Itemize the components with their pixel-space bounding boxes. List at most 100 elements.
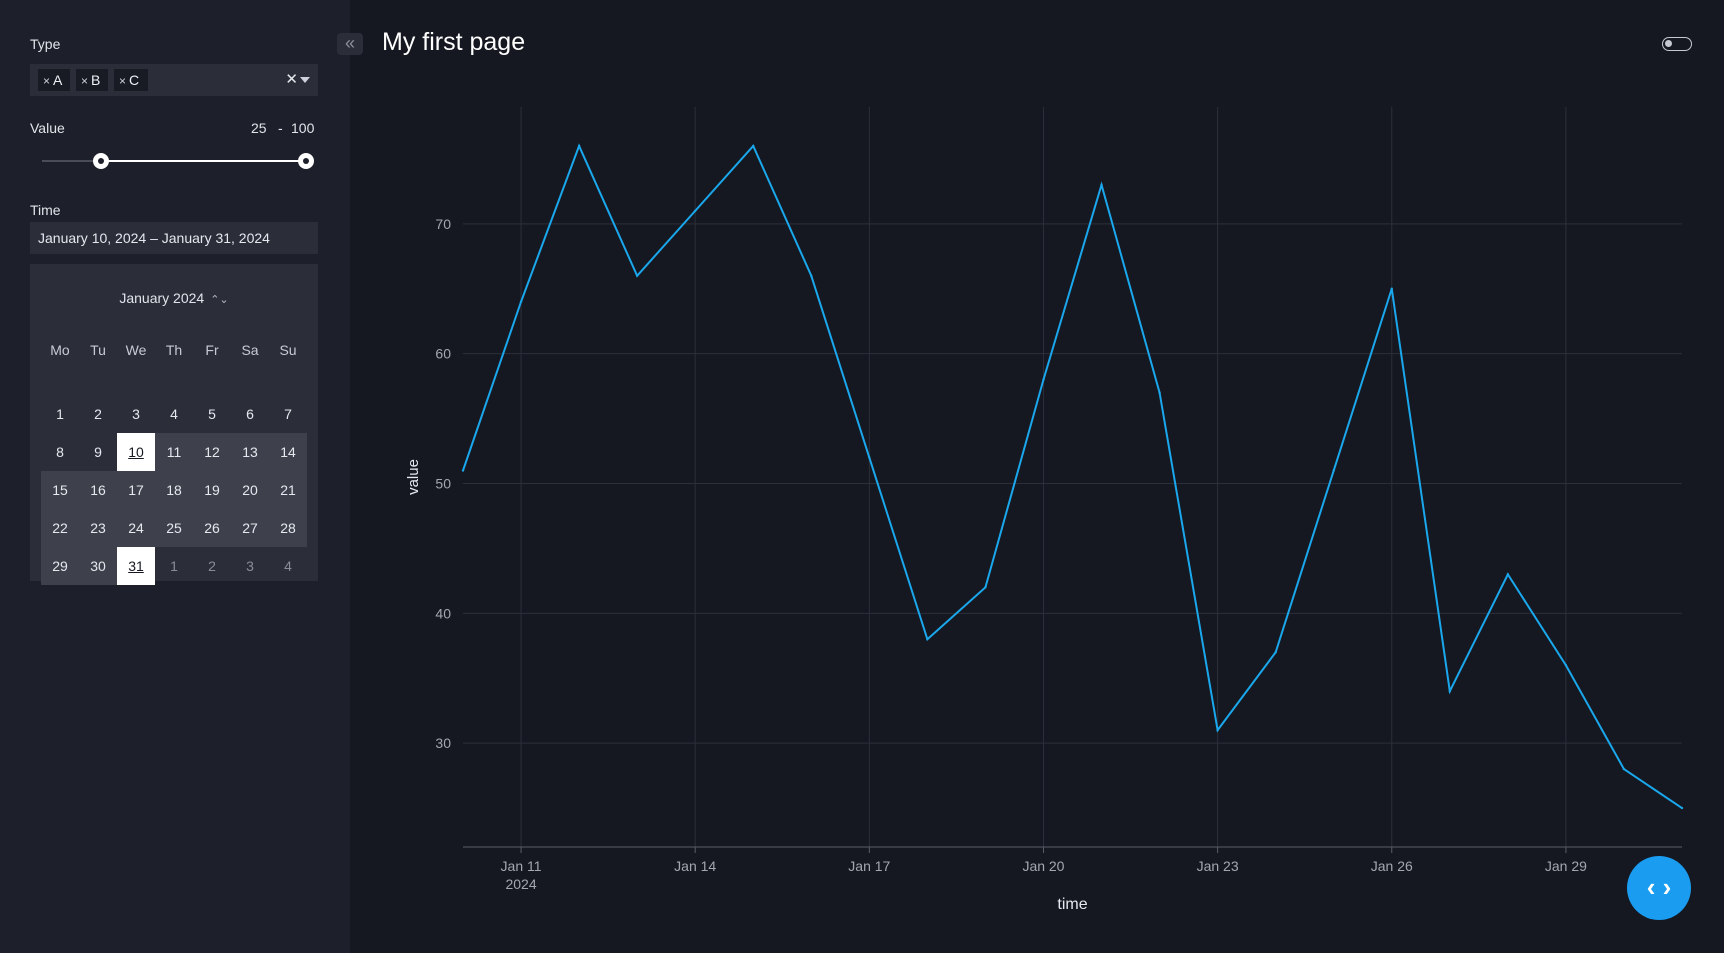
calendar-month-switcher[interactable]: January 2024 ⌃⌄ <box>30 290 318 306</box>
calendar-day[interactable]: 31 <box>117 547 155 585</box>
x-tick-label: Jan 14 <box>674 858 716 874</box>
calendar-day[interactable]: 18 <box>155 471 193 509</box>
data-point <box>868 456 870 458</box>
value-label: Value <box>30 120 65 136</box>
calendar-day[interactable]: 3 <box>117 395 155 433</box>
value-separator: - <box>278 120 283 136</box>
remove-chip-icon[interactable]: × <box>43 74 50 88</box>
calendar-day[interactable]: 3 <box>231 547 269 585</box>
calendar-day[interactable]: 15 <box>41 471 79 509</box>
data-point <box>1623 768 1625 770</box>
x-tick-label: Jan 11 <box>501 858 542 874</box>
calendar-day[interactable]: 10 <box>117 433 155 471</box>
calendar-day[interactable]: 28 <box>269 509 307 547</box>
calendar-day[interactable]: 1 <box>155 547 193 585</box>
data-point <box>1391 288 1393 290</box>
chip-label: B <box>91 72 100 88</box>
x-tick-label: Jan 23 <box>1197 858 1239 874</box>
weekday-header: Tu <box>79 342 117 358</box>
calendar-day[interactable]: 9 <box>79 433 117 471</box>
x-tick-label: Jan 26 <box>1371 858 1413 874</box>
x-tick-label: Jan 29 <box>1545 858 1587 874</box>
remove-chip-icon[interactable]: × <box>119 74 126 88</box>
data-point <box>752 145 754 147</box>
calendar-day[interactable]: 20 <box>231 471 269 509</box>
calendar-day[interactable]: 30 <box>79 547 117 585</box>
data-point <box>520 301 522 303</box>
data-point <box>636 275 638 277</box>
calendar-day[interactable]: 2 <box>193 547 231 585</box>
data-point <box>1565 664 1567 666</box>
y-tick-label: 50 <box>435 475 451 491</box>
data-point <box>1042 378 1044 380</box>
chip-c[interactable]: × C <box>114 69 148 91</box>
data-point <box>1333 469 1335 471</box>
x-tick-label: Jan 17 <box>848 858 890 874</box>
calendar-day[interactable]: 14 <box>269 433 307 471</box>
calendar-day[interactable]: 4 <box>155 395 193 433</box>
chevron-updown-icon: ⌃⌄ <box>210 294 228 306</box>
calendar-day[interactable]: 24 <box>117 509 155 547</box>
calendar-day[interactable]: 5 <box>193 395 231 433</box>
date-range-input[interactable]: January 10, 2024 – January 31, 2024 <box>30 222 318 254</box>
calendar-day[interactable]: 16 <box>79 471 117 509</box>
data-point <box>1507 573 1509 575</box>
series-line <box>463 146 1682 808</box>
x-tick-year: 2024 <box>505 876 536 892</box>
calendar-day[interactable]: 12 <box>193 433 231 471</box>
range-slider-fill <box>101 160 306 162</box>
page-title: My first page <box>382 28 525 57</box>
slider-handle-min[interactable] <box>93 153 109 169</box>
calendar-day[interactable]: 4 <box>269 547 307 585</box>
calendar-day[interactable]: 27 <box>231 509 269 547</box>
code-icon: ‹ › <box>1647 872 1672 902</box>
chevron-down-icon[interactable] <box>300 77 310 83</box>
calendar-day[interactable]: 26 <box>193 509 231 547</box>
calendar-day[interactable]: 22 <box>41 509 79 547</box>
data-point <box>810 275 812 277</box>
code-toggle-button[interactable]: ‹ › <box>1627 856 1691 920</box>
type-label: Type <box>30 36 60 52</box>
y-tick-label: 40 <box>435 605 451 621</box>
calendar-day[interactable]: 2 <box>79 395 117 433</box>
calendar-day[interactable]: 29 <box>41 547 79 585</box>
chip-label: A <box>53 72 62 88</box>
weekday-header: Mo <box>41 342 79 358</box>
data-point <box>1100 184 1102 186</box>
weekday-header: Sa <box>231 342 269 358</box>
value-max: 100 <box>291 120 314 136</box>
weekday-header: Fr <box>193 342 231 358</box>
calendar-day[interactable]: 1 <box>41 395 79 433</box>
calendar-day[interactable]: 11 <box>155 433 193 471</box>
data-point <box>926 638 928 640</box>
calendar-day[interactable]: 17 <box>117 471 155 509</box>
calendar-day[interactable]: 21 <box>269 471 307 509</box>
chip-b[interactable]: × B <box>76 69 108 91</box>
weekday-header: Su <box>269 342 307 358</box>
time-label: Time <box>30 202 61 218</box>
calendar-day[interactable]: 7 <box>269 395 307 433</box>
type-multiselect[interactable]: × A × B × C ✕ <box>30 64 318 96</box>
calendar-day[interactable]: 13 <box>231 433 269 471</box>
data-point <box>694 210 696 212</box>
calendar: January 2024 ⌃⌄ Mo Tu We Th Fr Sa Su 1 2 3 4 5 6 7 8 9 10… <box>30 264 318 581</box>
data-point <box>462 469 464 471</box>
data-point <box>1158 391 1160 393</box>
chip-a[interactable]: × A <box>38 69 70 91</box>
weekday-header: We <box>117 342 155 358</box>
remove-chip-icon[interactable]: × <box>81 74 88 88</box>
calendar-day[interactable]: 23 <box>79 509 117 547</box>
calendar-day[interactable]: 6 <box>231 395 269 433</box>
value-min: 25 <box>251 120 267 136</box>
data-point <box>578 145 580 147</box>
collapse-sidebar-button[interactable]: « <box>337 33 363 55</box>
slider-handle-max[interactable] <box>298 153 314 169</box>
y-axis-label: value <box>405 459 422 495</box>
theme-toggle[interactable] <box>1662 37 1692 51</box>
calendar-day[interactable]: 8 <box>41 433 79 471</box>
calendar-month-label: January 2024 <box>119 290 204 306</box>
calendar-day[interactable]: 19 <box>193 471 231 509</box>
clear-icon[interactable]: ✕ <box>285 70 298 88</box>
calendar-day[interactable]: 25 <box>155 509 193 547</box>
chip-label: C <box>129 72 139 88</box>
